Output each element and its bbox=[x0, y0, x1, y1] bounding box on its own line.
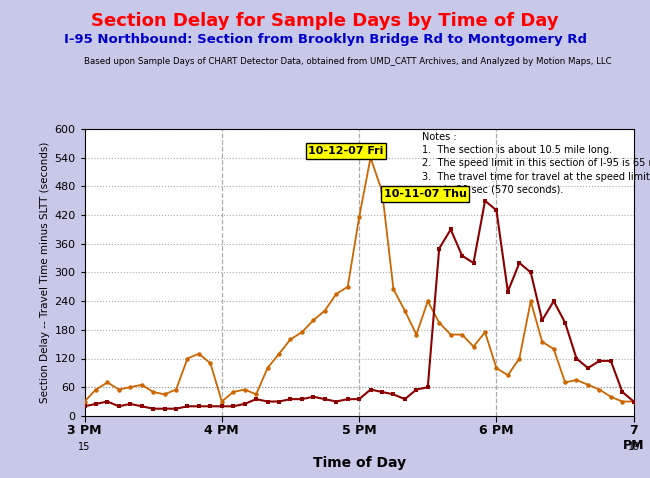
Text: 15: 15 bbox=[78, 442, 91, 452]
Text: 19: 19 bbox=[628, 442, 640, 452]
Text: Section Delay for Sample Days by Time of Day: Section Delay for Sample Days by Time of… bbox=[91, 12, 559, 30]
Text: Based upon Sample Days of CHART Detector Data, obtained from UMD_CATT Archives, : Based upon Sample Days of CHART Detector… bbox=[84, 57, 612, 66]
Text: 10-11-07 Thu: 10-11-07 Thu bbox=[384, 189, 467, 199]
Text: Notes :
1.  The section is about 10.5 mile long.
2.  The speed limit in this sec: Notes : 1. The section is about 10.5 mil… bbox=[422, 132, 650, 195]
Y-axis label: Section Delay -- Travel Time minus SLTT (seconds): Section Delay -- Travel Time minus SLTT … bbox=[40, 142, 50, 403]
Text: I-95 Northbound: Section from Brooklyn Bridge Rd to Montgomery Rd: I-95 Northbound: Section from Brooklyn B… bbox=[64, 33, 586, 46]
X-axis label: Time of Day: Time of Day bbox=[313, 456, 406, 470]
Text: 10-12-07 Fri: 10-12-07 Fri bbox=[308, 146, 383, 156]
